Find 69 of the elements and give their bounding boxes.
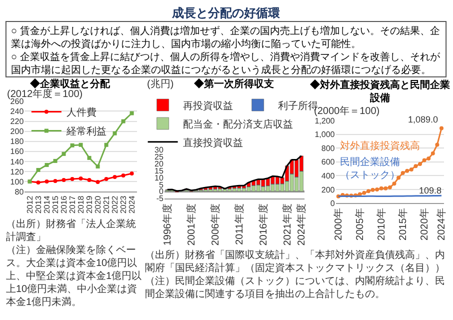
text: （出所）財務省「国際収支統計」、「本邦対外資産負債残高」、内閣府「国民経済計算」（固定資本ストックマトリックス（名目）） [145,249,445,274]
y-tick-label: 180 [10,137,24,146]
data-label: 1,089.0 [408,114,438,125]
y-tick-label: 240 [10,107,24,116]
y-tick-label: 100 [10,177,24,186]
y-tick-label: 25 [154,152,164,162]
chart-title: ◆企業収益と分配 [30,78,111,90]
legend-label: 経常利益 [65,126,106,138]
x-tick-label: 2016 [59,195,68,214]
y-tick-label: 30 [154,146,164,155]
x-tick-label: 2023 [118,195,128,214]
text: （出所）財務省「法人企業統計調査」 [6,218,136,243]
x-tick-label: 2021 [102,195,111,214]
x-tick-label: 2024年 [436,208,448,240]
y-tick-label: 1,000 [314,130,336,140]
x-tick-label: 2020 [93,195,102,214]
x-tick-label: 2024 [127,195,136,214]
x-tick-label: 2015 [50,195,60,214]
text: ○ 賃金が上昇しなければ、個人消費は増加せず、企業の国内売上げも増加しない。その結果、企業は海外への投資ばかりに注力し、国内市場の縮小均衡に陥っていた可能性。 [11,25,440,50]
y-tick-label: 10 [154,173,164,182]
y-tick-label: 15 [154,166,164,176]
y-tick-label: 220 [10,117,24,126]
x-tick-label: 2006年度 [209,203,222,246]
x-tick-label: 2018 [76,195,86,214]
text: 成長と分配の好循環 [171,6,281,20]
text: ○ 企業収益を賃金上昇に結びつけ、個人の所得を増やし、消費や消費マインドを改善し、それが国内市場に起因した更なる企業の収益につながるという成長と分配の好循環につなげる必要。 [11,51,441,76]
y-tick-label: 1,200 [314,116,336,126]
x-tick-label: 2013 [34,195,43,214]
x-tick-label: 2019 [84,195,94,214]
y-axis-title: (兆円) [147,78,174,90]
y-tick-label: 400 [321,171,336,180]
x-tick-label: 2021年度 [281,203,294,246]
y-tick-label: 800 [321,144,336,153]
x-tick-label: 2010年 [376,208,388,240]
x-tick-label: 2000年 [332,208,345,240]
y-tick-label: 200 [10,127,24,136]
series-label: 民間企業設備（ストック） [340,156,400,181]
x-tick-label: 2022 [110,195,120,214]
x-tick-label: 2017 [68,195,77,214]
y-tick-label: 140 [10,157,24,166]
text: （注）民間企業設備（ストック）については、内閣府統計より、民間企業設備に関連する項目を抽出の上合計したもの。 [145,275,445,300]
x-tick-label: 2015年 [397,208,410,240]
legend-label: 直接投資収益 [182,136,243,149]
chart-title: ◆第一次所得収支 [194,78,274,90]
y-tick-label: 600 [321,158,336,167]
data-label: 109.8 [418,185,442,196]
x-tick-label: 2014 [42,195,52,214]
x-tick-label: 2024年度 [296,203,308,246]
x-tick-label: 2020年 [418,208,431,240]
text: （注）金融保険業を除くベース。大企業は資本金10億円以上、中堅企業は資本金1億円以上10億円未満、中小企業は資本金1億円未満。 [6,244,142,308]
y-tick-label: 200 [321,185,336,194]
x-tick-label: 2001年度 [186,203,198,246]
y-tick-label: 120 [10,167,24,176]
legend-label: 配当金・配分済支店収益 [182,118,293,130]
legend-label: 再投資収益 [182,100,233,112]
y-tick-label: 20 [154,159,164,168]
x-tick-label: 2011年度 [233,203,246,245]
legend-label: 人件費 [66,106,96,119]
y-tick-label: -5 [156,194,164,204]
x-tick-label: 2005年 [354,208,366,240]
x-tick-label: 2012 [25,195,34,214]
y-tick-label: 5 [159,180,164,190]
y-tick-label: 160 [10,147,24,156]
y-tick-label: 0 [330,199,336,208]
x-tick-label: 2016年度 [257,203,270,246]
y-tick-label: 0 [159,187,164,196]
x-tick-label: 1996年度 [162,203,174,246]
y-tick-label: 80 [14,187,24,196]
series-label: 対外直接投資残高 [340,140,420,152]
